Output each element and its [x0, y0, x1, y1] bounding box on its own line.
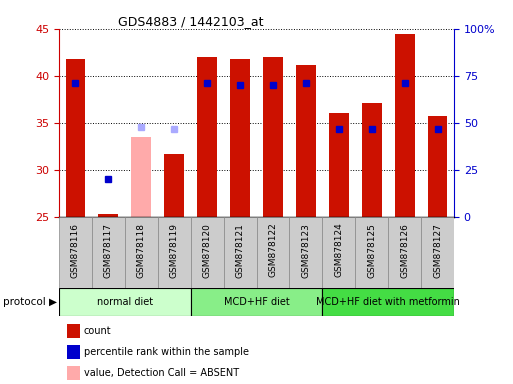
- Text: normal diet: normal diet: [97, 297, 153, 307]
- Text: percentile rank within the sample: percentile rank within the sample: [84, 347, 249, 357]
- Bar: [355, 217, 388, 288]
- Bar: [296, 65, 315, 217]
- Text: GSM878123: GSM878123: [301, 223, 310, 278]
- Bar: [158, 217, 191, 288]
- Bar: [131, 137, 151, 217]
- Text: GSM878124: GSM878124: [334, 223, 343, 277]
- Bar: [256, 217, 289, 288]
- Text: MCD+HF diet with metformin: MCD+HF diet with metformin: [316, 297, 460, 307]
- Bar: [92, 217, 125, 288]
- Bar: [197, 57, 217, 217]
- Bar: [362, 103, 382, 217]
- Text: GSM878116: GSM878116: [71, 223, 80, 278]
- Text: GSM878125: GSM878125: [367, 223, 376, 278]
- Text: GSM878122: GSM878122: [268, 223, 278, 277]
- Bar: [421, 217, 454, 288]
- Text: GSM878121: GSM878121: [235, 223, 245, 278]
- Text: GSM878126: GSM878126: [400, 223, 409, 278]
- Bar: [164, 154, 184, 217]
- Bar: [289, 217, 322, 288]
- Bar: [329, 113, 349, 217]
- Bar: [388, 217, 421, 288]
- Bar: [98, 214, 118, 217]
- Bar: [59, 288, 191, 316]
- Bar: [191, 288, 322, 316]
- Bar: [224, 217, 256, 288]
- Bar: [322, 217, 355, 288]
- Text: GSM878127: GSM878127: [433, 223, 442, 278]
- Bar: [59, 217, 92, 288]
- Bar: [394, 33, 415, 217]
- Text: GSM878117: GSM878117: [104, 223, 113, 278]
- Text: count: count: [84, 326, 111, 336]
- Bar: [230, 59, 250, 217]
- Text: MCD+HF diet: MCD+HF diet: [224, 297, 289, 307]
- Text: GSM878118: GSM878118: [137, 223, 146, 278]
- Bar: [263, 57, 283, 217]
- Bar: [428, 116, 447, 217]
- Text: value, Detection Call = ABSENT: value, Detection Call = ABSENT: [84, 368, 239, 378]
- Text: GDS4883 / 1442103_at: GDS4883 / 1442103_at: [118, 15, 264, 28]
- Bar: [125, 217, 158, 288]
- Bar: [322, 288, 454, 316]
- Text: GSM878119: GSM878119: [170, 223, 179, 278]
- Bar: [66, 59, 85, 217]
- Text: protocol ▶: protocol ▶: [3, 297, 56, 307]
- Bar: [191, 217, 224, 288]
- Text: GSM878120: GSM878120: [203, 223, 212, 278]
